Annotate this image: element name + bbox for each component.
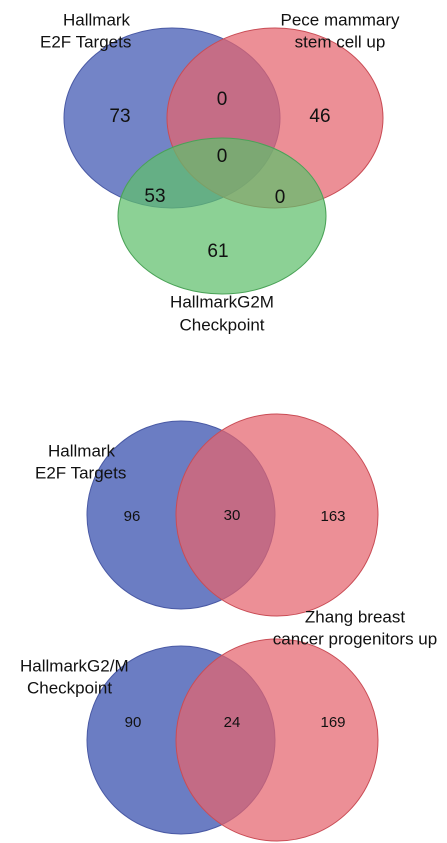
set-label: stem cell up bbox=[295, 32, 386, 51]
region-count: 0 bbox=[217, 146, 228, 167]
region-count: 0 bbox=[275, 187, 286, 208]
region-count: 90 bbox=[125, 714, 142, 731]
set-label: Hallmark bbox=[63, 10, 131, 29]
set-label: Pece mammary bbox=[280, 10, 400, 29]
set-label: Checkpoint bbox=[179, 315, 264, 334]
region-count: 61 bbox=[207, 241, 228, 262]
set-label: HallmarkG2M bbox=[170, 292, 274, 311]
region-count: 0 bbox=[217, 89, 228, 110]
region-count: 46 bbox=[309, 106, 330, 127]
region-count: 30 bbox=[224, 507, 241, 524]
set-label: Hallmark bbox=[48, 441, 116, 460]
set-label: cancer progenitors up bbox=[273, 629, 437, 648]
region-count: 163 bbox=[320, 508, 345, 525]
venn-3: Zhang breast cancer progenitors up Hallm… bbox=[20, 607, 437, 842]
set-label: E2F Targets bbox=[35, 463, 126, 482]
region-count: 169 bbox=[320, 714, 345, 731]
region-count: 96 bbox=[124, 508, 141, 525]
region-count: 73 bbox=[109, 106, 130, 127]
set-label: Zhang breast bbox=[305, 607, 405, 626]
venn-1: Hallmark E2F Targets Pece mammary stem c… bbox=[40, 10, 400, 334]
set-circle bbox=[117, 137, 327, 295]
set-label: Checkpoint bbox=[27, 678, 112, 697]
set-circle bbox=[175, 638, 379, 842]
set-label: E2F Targets bbox=[40, 32, 131, 51]
set-label: HallmarkG2/M bbox=[20, 656, 129, 675]
region-count: 53 bbox=[144, 186, 165, 207]
set-circle bbox=[175, 413, 379, 617]
venn-2: Hallmark E2F Targets 96 30 163 bbox=[35, 413, 379, 617]
region-count: 24 bbox=[224, 714, 241, 731]
